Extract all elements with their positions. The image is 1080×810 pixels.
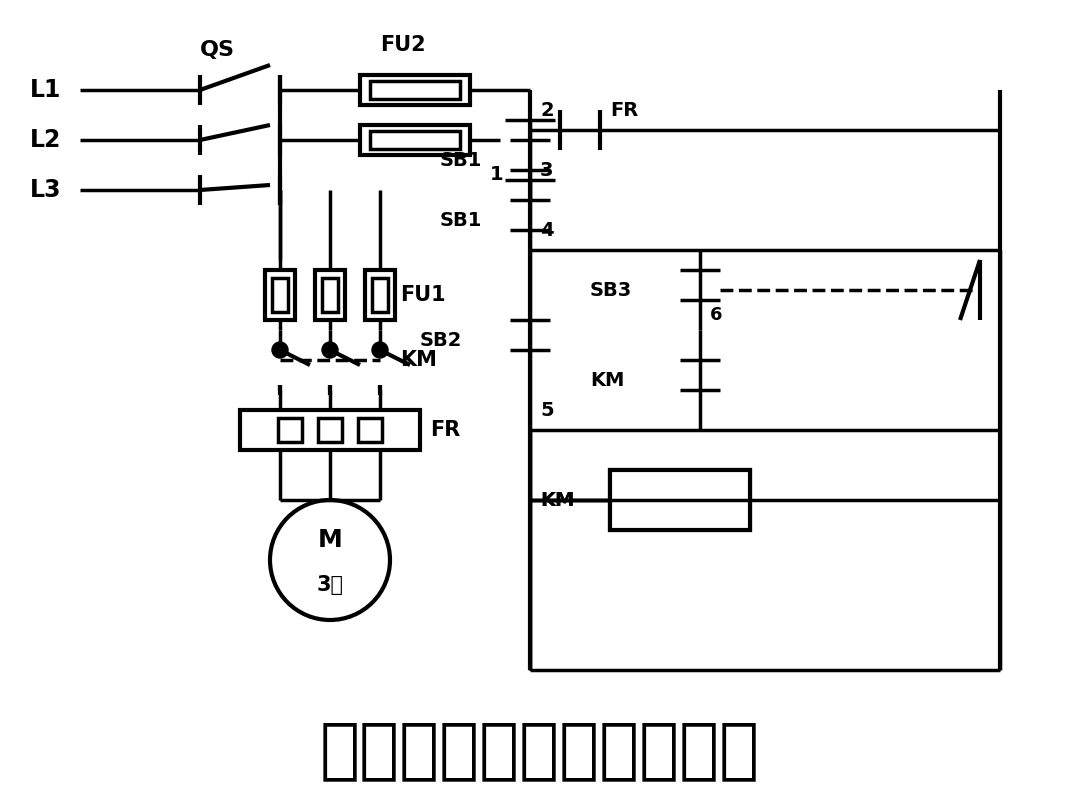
Bar [265,270,295,320]
Bar [315,270,345,320]
Circle shape [272,342,288,358]
Bar [365,270,395,320]
Text: SB3: SB3 [590,280,632,300]
Text: 1: 1 [490,165,503,185]
Bar [360,125,470,155]
Text: FR: FR [430,420,460,440]
Text: FR: FR [610,100,638,120]
Bar [610,470,750,530]
Text: KM: KM [540,491,575,509]
Bar [372,278,388,312]
Bar [370,81,460,99]
Text: 3～: 3～ [316,575,343,595]
Text: 6: 6 [710,306,723,324]
Text: KM: KM [590,370,624,390]
Text: FU2: FU2 [380,35,426,55]
Text: L3: L3 [30,178,62,202]
Bar [370,131,460,149]
Text: SB2: SB2 [420,330,462,349]
Text: QS: QS [200,40,235,60]
Bar [278,418,302,442]
Text: L2: L2 [30,128,62,152]
Bar [357,418,382,442]
Text: 点动加长动混合控制电路: 点动加长动混合控制电路 [320,717,760,783]
Bar [610,470,750,530]
Text: 5: 5 [540,400,554,420]
Bar [272,278,288,312]
Circle shape [322,342,338,358]
Text: FU1: FU1 [400,285,446,305]
Text: KM: KM [400,350,437,370]
Bar [240,410,420,450]
Text: 4: 4 [540,220,554,240]
Circle shape [372,342,388,358]
Text: KM: KM [540,491,575,509]
Text: L1: L1 [30,78,62,102]
Bar [360,75,470,105]
Text: M: M [318,528,342,552]
Text: 3: 3 [540,160,554,180]
Bar [322,278,338,312]
Bar [318,418,342,442]
Text: SB1: SB1 [440,211,483,229]
Text: SB1: SB1 [440,151,483,169]
Text: 2: 2 [540,100,554,120]
